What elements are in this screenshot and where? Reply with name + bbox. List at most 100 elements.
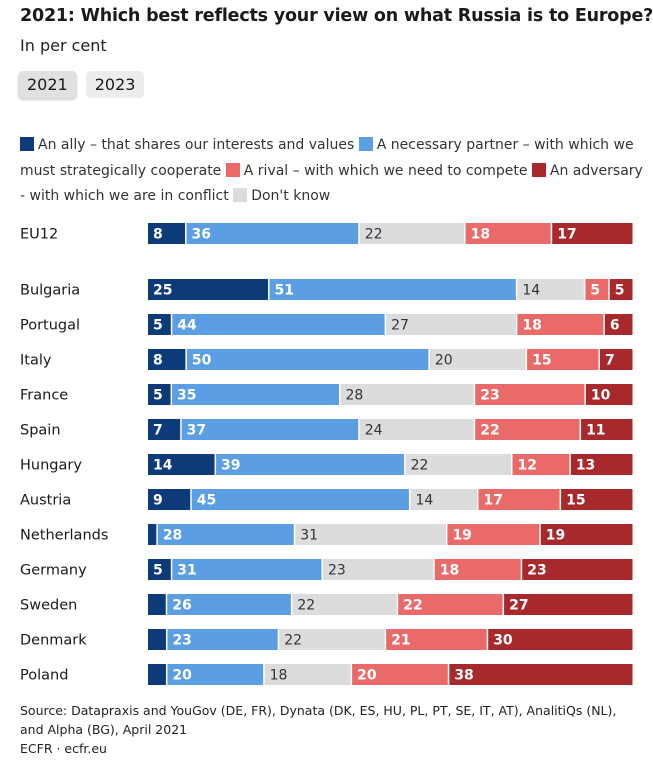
bar-segment-dontknow[interactable] <box>295 524 446 545</box>
bar-segment-dontknow[interactable] <box>405 454 511 475</box>
bar-segment-adversary[interactable] <box>609 279 633 300</box>
bar-segment-rival[interactable] <box>465 223 551 244</box>
bar-segment-partner[interactable] <box>186 223 359 244</box>
bar-segment-ally[interactable] <box>148 629 166 650</box>
bar-segment-rival[interactable] <box>517 314 604 335</box>
bar-segment-dontknow[interactable] <box>340 384 474 405</box>
bar-segment-adversary[interactable] <box>599 349 633 370</box>
bar-segment-rival[interactable] <box>475 384 585 405</box>
data-label-dontknow: 22 <box>411 458 429 474</box>
bar-segment-rival[interactable] <box>478 489 560 510</box>
bar-segment-dontknow[interactable] <box>322 559 434 580</box>
bar-segment-dontknow[interactable] <box>386 314 516 335</box>
bar-segment-rival[interactable] <box>475 419 580 440</box>
bar-segment-ally[interactable] <box>148 489 191 510</box>
bar-segment-partner[interactable] <box>172 559 322 580</box>
bar-segment-rival[interactable] <box>352 664 448 685</box>
bar-segment-dontknow[interactable] <box>359 223 465 244</box>
bar-segment-adversary[interactable] <box>561 489 633 510</box>
bar-segment-rival[interactable] <box>527 349 599 370</box>
bar-segment-rival[interactable] <box>434 559 521 580</box>
tab-2023[interactable]: 2023 <box>85 71 145 98</box>
data-label-adversary: 13 <box>576 458 595 474</box>
data-label-rival: 18 <box>522 318 541 334</box>
bar-segment-adversary[interactable] <box>504 594 633 615</box>
bar-segment-rival[interactable] <box>398 594 503 615</box>
data-label-rival: 15 <box>532 353 551 369</box>
bar-segment-dontknow[interactable] <box>292 594 397 615</box>
legend-item-ally[interactable]: An ally – that shares our interests and … <box>20 137 354 153</box>
data-label-rival: 17 <box>483 493 502 509</box>
data-label-dontknow: 18 <box>270 668 288 684</box>
bar-segment-rival[interactable] <box>447 524 540 545</box>
bar-segment-adversary[interactable] <box>581 419 633 440</box>
legend-item-partner[interactable]: A necessary partner – with which we must… <box>20 137 634 179</box>
data-label-ally: 9 <box>153 493 163 509</box>
legend-label-dontknow: Don't know <box>251 188 331 204</box>
chart-title: 2021: Which best reflects your view on w… <box>20 6 653 26</box>
bar-segment-rival[interactable] <box>386 629 487 650</box>
data-label-ally: 8 <box>153 353 163 369</box>
bar-segment-ally[interactable] <box>148 349 186 370</box>
bar-segment-ally[interactable] <box>148 454 215 475</box>
bar-segment-dontknow[interactable] <box>517 279 584 300</box>
data-label-adversary: 23 <box>527 563 546 579</box>
bar-segment-adversary[interactable] <box>604 314 633 335</box>
bar-segment-adversary[interactable] <box>488 629 633 650</box>
data-label-partner: 51 <box>275 283 294 299</box>
bar-segment-dontknow[interactable] <box>429 349 526 370</box>
bar-segment-adversary[interactable] <box>540 524 633 545</box>
bar-segment-adversary[interactable] <box>552 223 633 244</box>
bar-segment-ally[interactable] <box>148 419 181 440</box>
bar-segment-partner[interactable] <box>181 419 359 440</box>
data-label-rival: 21 <box>391 633 410 649</box>
legend-item-dontknow[interactable]: Don't know <box>233 188 330 204</box>
bar-segment-adversary[interactable] <box>585 384 633 405</box>
bar-segment-ally[interactable] <box>148 314 171 335</box>
bar-segment-ally[interactable] <box>148 279 268 300</box>
bar-segment-partner[interactable] <box>157 524 294 545</box>
bar-segment-partner[interactable] <box>167 629 278 650</box>
bar-segment-partner[interactable] <box>172 384 339 405</box>
source-note: Source: Datapraxis and YouGov (DE, FR), … <box>20 701 640 758</box>
legend: An ally – that shares our interests and … <box>20 133 645 210</box>
category-label: Spain <box>20 423 61 439</box>
bar-segment-ally[interactable] <box>148 559 171 580</box>
legend-swatch-partner <box>358 137 373 151</box>
bar-segment-partner[interactable] <box>172 314 385 335</box>
legend-item-adversary[interactable]: An adversary - with which we are in conf… <box>20 162 643 204</box>
data-label-adversary: 6 <box>610 318 620 334</box>
data-label-adversary: 17 <box>557 227 576 243</box>
bar-segment-partner[interactable] <box>191 489 409 510</box>
bar-segment-dontknow[interactable] <box>359 419 474 440</box>
data-label-partner: 28 <box>163 528 182 544</box>
bar-segment-partner[interactable] <box>167 594 291 615</box>
bar-segment-rival[interactable] <box>585 279 609 300</box>
bar-segment-ally[interactable] <box>148 223 185 244</box>
bar-segment-dontknow[interactable] <box>264 664 351 685</box>
legend-swatch-rival <box>225 162 240 177</box>
source-text: Source: Datapraxis and YouGov (DE, FR), … <box>20 703 617 737</box>
category-label: Netherlands <box>20 528 108 544</box>
bar-segment-dontknow[interactable] <box>279 629 385 650</box>
legend-item-rival[interactable]: A rival – with which we need to compete <box>225 162 528 179</box>
bar-segment-partner[interactable] <box>186 349 429 370</box>
tab-2021[interactable]: 2021 <box>18 71 77 98</box>
bar-segment-ally[interactable] <box>148 384 171 405</box>
bar-segment-adversary[interactable] <box>522 559 633 580</box>
data-label-dontknow: 31 <box>300 528 318 544</box>
bar-segment-partner[interactable] <box>216 454 405 475</box>
bar-segment-adversary[interactable] <box>449 664 633 685</box>
bar-segment-ally[interactable] <box>148 664 166 685</box>
bar-segment-dontknow[interactable] <box>410 489 477 510</box>
bar-segment-ally[interactable] <box>148 524 157 545</box>
data-label-dontknow: 28 <box>345 388 363 404</box>
bar-segment-rival[interactable] <box>512 454 570 475</box>
bar-segment-partner[interactable] <box>167 664 264 685</box>
legend-label-rival: A rival – with which we need to compete <box>243 162 528 179</box>
bar-segment-partner[interactable] <box>269 279 516 300</box>
bar-segment-ally[interactable] <box>148 594 166 615</box>
bar-segment-adversary[interactable] <box>570 454 633 475</box>
data-label-rival: 12 <box>518 458 537 474</box>
